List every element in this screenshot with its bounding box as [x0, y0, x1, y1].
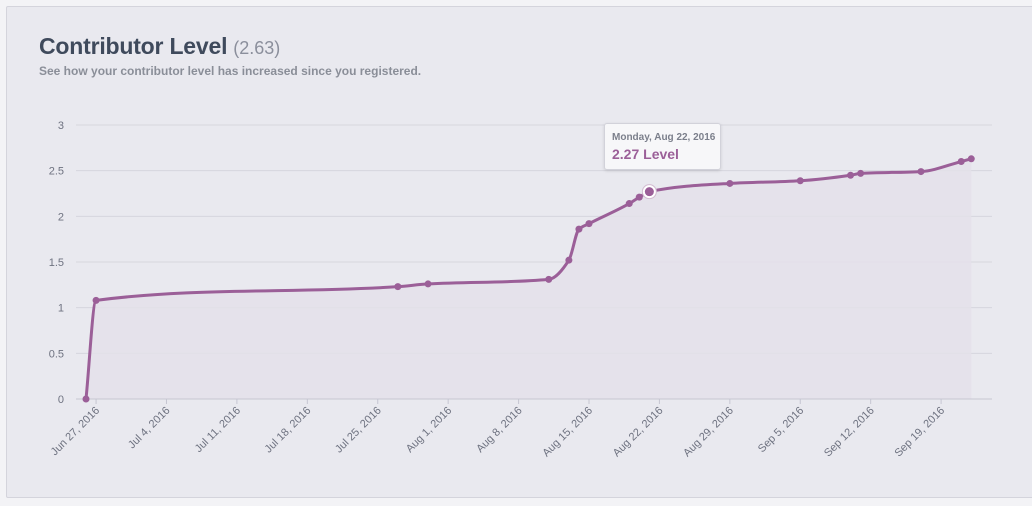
x-tick-label: Jul 4, 2016: [126, 405, 173, 452]
y-tick-label: 3: [58, 120, 64, 132]
current-level-value: (2.63): [233, 38, 281, 58]
y-tick-label: 1.5: [49, 257, 64, 269]
x-tick-label: Sep 19, 2016: [892, 405, 947, 460]
series-area: [86, 158, 972, 399]
data-points: [82, 155, 975, 403]
area-fill-layer: [86, 158, 972, 399]
y-axis-tick-labels: 0 0.5 1 1.5 2 2.5 3: [49, 120, 64, 406]
chart-title: Contributor Level: [39, 33, 228, 59]
data-point[interactable]: [967, 155, 975, 163]
data-point[interactable]: [625, 200, 633, 208]
data-point[interactable]: [847, 171, 855, 179]
x-tick-label: Aug 15, 2016: [540, 405, 595, 460]
x-axis: [76, 398, 992, 404]
x-tick-label: Jul 18, 2016: [263, 405, 314, 456]
data-point[interactable]: [424, 280, 432, 288]
data-point[interactable]: [575, 225, 583, 233]
y-tick-label: 1: [58, 303, 64, 315]
x-tick-label: Aug 29, 2016: [681, 405, 736, 460]
data-point[interactable]: [917, 168, 925, 176]
tooltip-value: 2.27 Level: [612, 146, 679, 162]
y-tick-label: 0.5: [49, 348, 64, 360]
x-tick-label: Aug 1, 2016: [404, 405, 454, 455]
data-point[interactable]: [585, 220, 593, 228]
data-point[interactable]: [957, 158, 965, 166]
y-tick-label: 0: [58, 394, 64, 406]
x-tick-label: Sep 12, 2016: [822, 405, 877, 460]
y-tick-label: 2: [58, 211, 64, 223]
x-tick-label: Jul 11, 2016: [193, 405, 243, 455]
y-tick-label: 2.5: [49, 166, 64, 178]
data-point[interactable]: [857, 169, 865, 177]
x-axis-tick-labels: Jun 27, 2016 Jul 4, 2016 Jul 11, 2016 Jul 1…: [49, 405, 948, 460]
x-tick-label: Jul 25, 2016: [333, 405, 384, 456]
data-point[interactable]: [545, 275, 553, 283]
x-tick-label: Aug 8, 2016: [474, 405, 524, 455]
highlighted-data-point[interactable]: [644, 187, 654, 197]
data-point[interactable]: [565, 256, 573, 264]
x-tick-label: Sep 5, 2016: [756, 405, 806, 455]
data-point[interactable]: [82, 395, 90, 403]
data-point[interactable]: [394, 283, 402, 291]
x-tick-label: Jun 27, 2016: [49, 405, 102, 458]
data-point[interactable]: [726, 179, 734, 187]
chart-subtitle: See how your contributor level has incre…: [39, 64, 422, 78]
tooltip-date: Monday, Aug 22, 2016: [612, 132, 716, 143]
x-tick-label: Aug 22, 2016: [611, 405, 666, 460]
data-point[interactable]: [796, 177, 804, 185]
data-tooltip: Monday, Aug 22, 2016 2.27 Level: [604, 123, 721, 170]
data-point[interactable]: [92, 296, 100, 304]
chart-header: Contributor Level (2.63): [39, 33, 280, 60]
data-point[interactable]: [635, 193, 643, 201]
